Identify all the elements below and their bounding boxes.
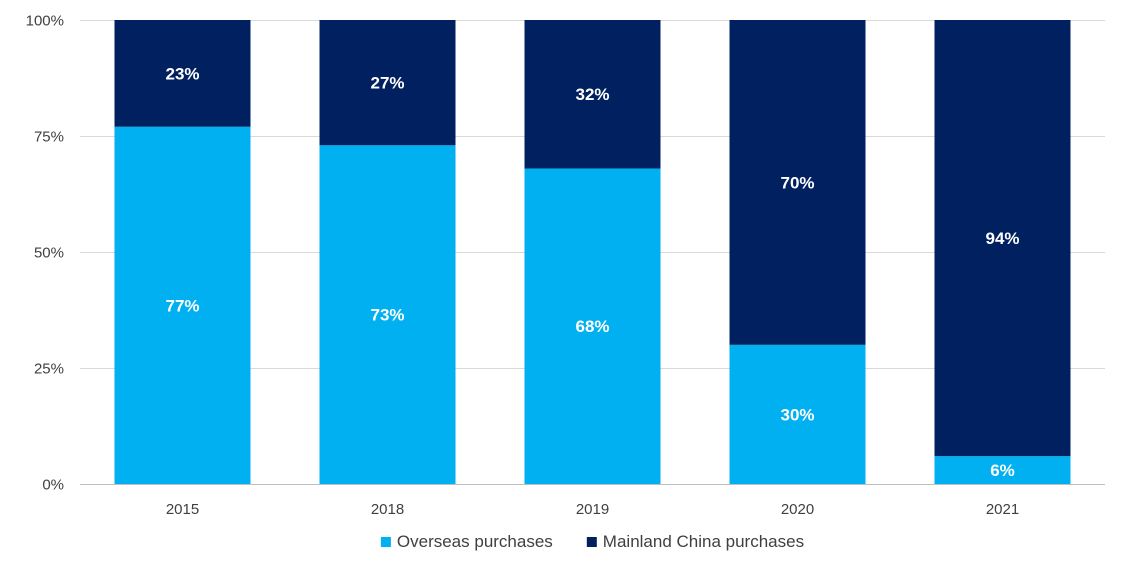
bar-segment (934, 20, 1071, 457)
bar-segment (524, 168, 661, 485)
data-label: 30% (780, 405, 814, 424)
y-axis: 0% 25% 50% 75% 100% (26, 13, 64, 494)
x-tick-label: 2018 (371, 501, 404, 518)
x-axis: 2015 2018 2019 2020 2021 (166, 501, 1019, 518)
data-label: 6% (990, 461, 1015, 480)
data-label: 70% (780, 173, 814, 192)
data-label: 77% (165, 296, 199, 315)
data-label: 73% (370, 306, 404, 325)
legend-swatch (380, 537, 391, 547)
bar-segment (114, 20, 251, 127)
x-tick-label: 2020 (781, 501, 814, 518)
y-tick-label: 75% (34, 129, 64, 146)
x-tick-label: 2019 (576, 501, 609, 518)
data-label: 32% (575, 85, 609, 104)
x-tick-label: 2015 (166, 501, 199, 518)
bar-segment (524, 20, 661, 169)
x-tick-label: 2021 (986, 501, 1019, 518)
y-tick-label: 25% (34, 361, 64, 378)
legend-label: Overseas purchases (397, 532, 553, 551)
bar-segment (934, 456, 1071, 484)
legend-label: Mainland China purchases (603, 532, 804, 551)
data-label: 68% (575, 317, 609, 336)
y-tick-label: 0% (42, 477, 64, 494)
bar-segment (319, 20, 456, 146)
legend: Overseas purchases Mainland China purchas… (380, 532, 804, 551)
bar-segment (729, 344, 866, 484)
bar-segment (114, 126, 251, 484)
y-tick-label: 50% (34, 245, 64, 262)
data-label: 94% (985, 229, 1019, 248)
legend-swatch (586, 537, 597, 547)
legend-item: Overseas purchases (380, 532, 553, 551)
data-label: 23% (165, 64, 199, 83)
bar-segment (319, 145, 456, 484)
bar-segment (729, 20, 866, 345)
legend-item: Mainland China purchases (586, 532, 804, 551)
data-label: 27% (370, 74, 404, 93)
data-labels: 77% 23% 73% 27% 68% 32% 30% 70% 6% 94% (165, 64, 1019, 480)
bars (114, 20, 1071, 485)
y-tick-label: 100% (26, 13, 64, 30)
